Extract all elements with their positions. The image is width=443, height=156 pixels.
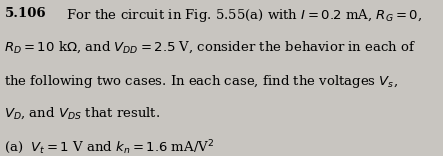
Text: For the circuit in Fig. 5.55(a) with $I=0.2$ mA, $R_G=0$,: For the circuit in Fig. 5.55(a) with $I=… — [58, 7, 423, 24]
Text: the following two cases. In each case, find the voltages $V_s$,: the following two cases. In each case, f… — [4, 73, 398, 90]
Text: $V_D$, and $V_{DS}$ that result.: $V_D$, and $V_{DS}$ that result. — [4, 105, 160, 121]
Text: $R_D=10$ k$\Omega$, and $V_{DD}=2.5$ V, consider the behavior in each of: $R_D=10$ k$\Omega$, and $V_{DD}=2.5$ V, … — [4, 40, 417, 55]
Text: 5.106: 5.106 — [4, 7, 46, 20]
Text: (a)  $V_t=1$ V and $k_n=1.6$ mA/V$^2$: (a) $V_t=1$ V and $k_n=1.6$ mA/V$^2$ — [4, 138, 214, 156]
